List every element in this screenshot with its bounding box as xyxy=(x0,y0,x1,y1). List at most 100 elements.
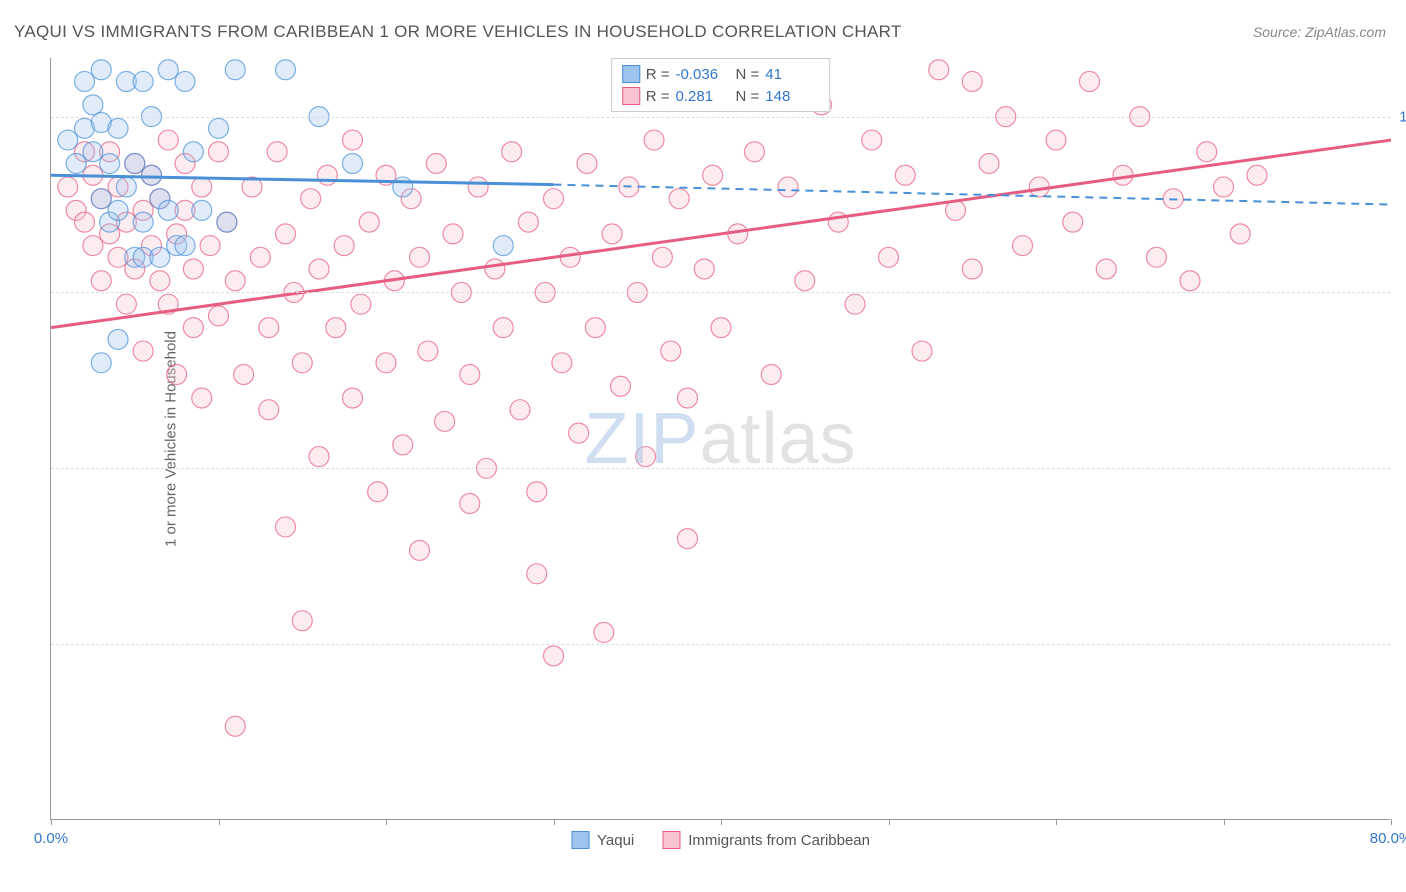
data-point xyxy=(343,388,363,408)
data-point xyxy=(133,212,153,232)
n-label: N = xyxy=(736,66,760,83)
data-point xyxy=(209,306,229,326)
data-point xyxy=(862,130,882,150)
data-point xyxy=(234,365,254,385)
data-point xyxy=(326,318,346,338)
data-point xyxy=(1096,259,1116,279)
xtick xyxy=(51,819,52,825)
data-point xyxy=(1180,271,1200,291)
data-point xyxy=(158,60,178,80)
r-value-caribbean: 0.281 xyxy=(676,88,730,105)
data-point xyxy=(602,224,622,244)
data-point xyxy=(845,294,865,314)
data-point xyxy=(133,71,153,91)
swatch-yaqui xyxy=(622,65,640,83)
data-point xyxy=(426,154,446,174)
data-point xyxy=(527,564,547,584)
data-point xyxy=(518,212,538,232)
data-point xyxy=(711,318,731,338)
data-point xyxy=(1046,130,1066,150)
data-point xyxy=(418,341,438,361)
legend-row-yaqui: R = -0.036 N = 41 xyxy=(622,63,820,85)
data-point xyxy=(108,329,128,349)
ytick-label: 100.0% xyxy=(1395,108,1406,125)
r-label: R = xyxy=(646,66,670,83)
xtick xyxy=(554,819,555,825)
xtick xyxy=(1391,819,1392,825)
data-point xyxy=(962,259,982,279)
data-point xyxy=(301,189,321,209)
data-point xyxy=(108,200,128,220)
xtick xyxy=(721,819,722,825)
data-point xyxy=(393,435,413,455)
data-point xyxy=(292,353,312,373)
data-point xyxy=(359,212,379,232)
gridline xyxy=(51,644,1390,645)
data-point xyxy=(276,60,296,80)
xtick xyxy=(386,819,387,825)
data-point xyxy=(108,118,128,138)
data-point xyxy=(1147,247,1167,267)
data-point xyxy=(410,247,430,267)
data-point xyxy=(1197,142,1217,162)
bottom-legend-caribbean-label: Immigrants from Caribbean xyxy=(688,832,870,849)
legend-row-caribbean: R = 0.281 N = 148 xyxy=(622,85,820,107)
data-point xyxy=(58,130,78,150)
n-value-yaqui: 41 xyxy=(765,66,819,83)
data-point xyxy=(217,212,237,232)
data-point xyxy=(368,482,388,502)
xtick xyxy=(889,819,890,825)
trendline-caribbean xyxy=(51,140,1391,328)
data-point xyxy=(158,200,178,220)
data-point xyxy=(150,247,170,267)
data-point xyxy=(694,259,714,279)
gridline xyxy=(51,468,1390,469)
data-point xyxy=(91,353,111,373)
r-label: R = xyxy=(646,88,670,105)
data-point xyxy=(912,341,932,361)
data-point xyxy=(493,236,513,256)
data-point xyxy=(460,493,480,513)
plot-area: 1 or more Vehicles in Household ZIPatlas… xyxy=(50,58,1390,820)
data-point xyxy=(192,388,212,408)
data-point xyxy=(527,482,547,502)
data-point xyxy=(91,271,111,291)
data-point xyxy=(83,142,103,162)
data-point xyxy=(376,353,396,373)
data-point xyxy=(493,318,513,338)
ytick-label: 55.0% xyxy=(1395,636,1406,653)
data-point xyxy=(544,189,564,209)
data-point xyxy=(544,646,564,666)
data-point xyxy=(125,154,145,174)
data-point xyxy=(225,60,245,80)
data-point xyxy=(58,177,78,197)
data-point xyxy=(761,365,781,385)
data-point xyxy=(393,177,413,197)
data-point xyxy=(778,177,798,197)
data-point xyxy=(1080,71,1100,91)
bottom-legend: Yaqui Immigrants from Caribbean xyxy=(571,831,870,849)
data-point xyxy=(485,259,505,279)
data-point xyxy=(158,130,178,150)
data-point xyxy=(276,517,296,537)
n-label: N = xyxy=(736,88,760,105)
data-point xyxy=(259,400,279,420)
bottom-legend-yaqui: Yaqui xyxy=(571,831,634,849)
swatch-caribbean-bottom xyxy=(662,831,680,849)
data-point xyxy=(343,154,363,174)
data-point xyxy=(979,154,999,174)
data-point xyxy=(410,540,430,560)
data-point xyxy=(652,247,672,267)
data-point xyxy=(1230,224,1250,244)
swatch-yaqui-bottom xyxy=(571,831,589,849)
data-point xyxy=(351,294,371,314)
data-point xyxy=(250,247,270,267)
xtick-label: 80.0% xyxy=(1370,830,1406,847)
bottom-legend-caribbean: Immigrants from Caribbean xyxy=(662,831,870,849)
data-point xyxy=(460,365,480,385)
correlation-legend: R = -0.036 N = 41 R = 0.281 N = 148 xyxy=(611,58,831,112)
data-point xyxy=(334,236,354,256)
data-point xyxy=(510,400,530,420)
ytick-label: 85.0% xyxy=(1395,284,1406,301)
data-point xyxy=(1214,177,1234,197)
